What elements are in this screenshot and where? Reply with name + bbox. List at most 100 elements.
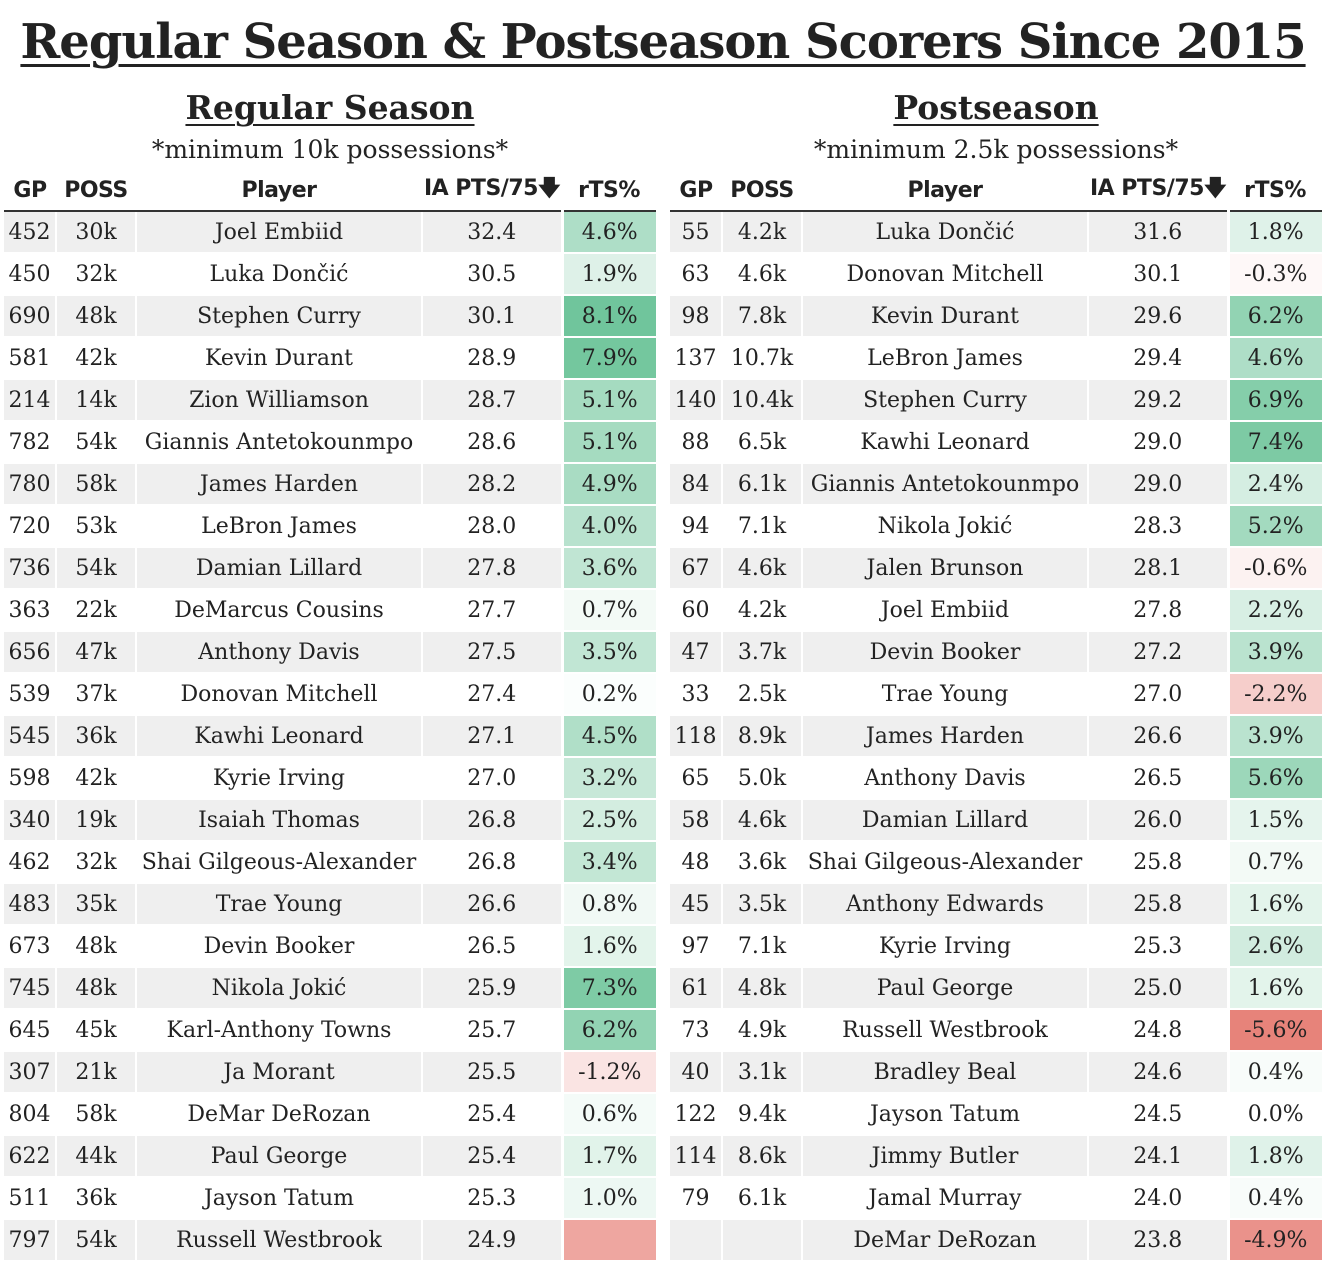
ia-pts-cell: 27.0 [1088,673,1229,716]
poss-cell: 44k [56,1135,137,1178]
postseason-panel: Postseason *minimum 2.5k possessions* GP… [670,86,1322,1262]
ia-pts-cell: 31.6 [1088,211,1229,254]
gp-cell: 780 [4,463,57,506]
table-row: 804 58k DeMar DeRozan 25.4 0.6% [4,1093,656,1136]
poss-cell: 4.2k [722,211,803,254]
poss-cell: 4.8k [722,967,803,1010]
ia-pts-cell: 24.1 [1088,1135,1229,1178]
table-row: 73 4.9k Russell Westbrook 24.8 -5.6% [670,1009,1322,1052]
gp-cell: 656 [4,631,57,674]
main-title: Regular Season & Postseason Scorers Sinc… [20,14,1306,70]
rts-cell: 3.4% [560,841,656,884]
player-cell: Kawhi Leonard [136,715,423,758]
rts-cell: 5.1% [560,379,656,422]
gp-cell: 45 [670,883,723,926]
rts-header[interactable]: rTS% [1228,170,1322,212]
player-cell: Paul George [136,1135,423,1178]
gp-cell: 137 [670,337,723,380]
table-row: 88 6.5k Kawhi Leonard 29.0 7.4% [670,421,1322,464]
poss-cell: 3.1k [722,1051,803,1094]
regular-season-rows: 452 30k Joel Embiid 32.4 4.6% 450 32k Luka Donč… [4,211,656,1262]
rts-cell: 6.2% [560,1009,656,1052]
gp-cell: 60 [670,589,723,632]
gp-cell: 673 [4,925,57,968]
gp-cell: 797 [4,1219,57,1262]
ia-pts-cell: 27.2 [1088,631,1229,674]
rts-cell: -0.6% [1226,547,1322,590]
gp-cell [670,1219,723,1262]
table-row: 48 3.6k Shai Gilgeous-Alexander 25.8 0.7% [670,841,1322,884]
player-cell: Joel Embiid [802,589,1089,632]
gp-header[interactable]: GP [670,170,722,212]
rts-cell: 0.7% [560,589,656,632]
gp-cell: 122 [670,1093,723,1136]
rts-cell: 4.5% [560,715,656,758]
rts-header[interactable]: rTS% [562,170,656,212]
ia-pts-cell: 29.4 [1088,337,1229,380]
table-row: 60 4.2k Joel Embiid 27.8 2.2% [670,589,1322,632]
table-row: 214 14k Zion Williamson 28.7 5.1% [4,379,656,422]
table-row: 94 7.1k Nikola Jokić 28.3 5.2% [670,505,1322,548]
player-cell: Jamal Murray [802,1177,1089,1220]
table-row: 118 8.9k James Harden 26.6 3.9% [670,715,1322,758]
gp-cell: 690 [4,295,57,338]
gp-cell: 720 [4,505,57,548]
player-cell: Devin Booker [802,631,1089,674]
rts-cell: 4.6% [1226,337,1322,380]
rts-cell: 1.9% [560,253,656,296]
gp-cell: 40 [670,1051,723,1094]
table-row: 673 48k Devin Booker 26.5 1.6% [4,925,656,968]
table-row: 63 4.6k Donovan Mitchell 30.1 -0.3% [670,253,1322,296]
poss-cell: 32k [56,841,137,884]
poss-cell: 48k [56,925,137,968]
table-row: 656 47k Anthony Davis 27.5 3.5% [4,631,656,674]
poss-cell: 3.5k [722,883,803,926]
ia-pts-cell: 25.8 [1088,841,1229,884]
table-row: 363 22k DeMarcus Cousins 27.7 0.7% [4,589,656,632]
gp-cell: 581 [4,337,57,380]
poss-cell: 54k [56,421,137,464]
rts-cell: 5.2% [1226,505,1322,548]
rts-cell: 7.9% [560,337,656,380]
table-row: 452 30k Joel Embiid 32.4 4.6% [4,211,656,254]
player-cell: DeMar DeRozan [136,1093,423,1136]
poss-cell: 8.6k [722,1135,803,1178]
player-cell: James Harden [136,463,423,506]
player-cell: Luka Dončić [136,253,423,296]
poss-cell: 3.7k [722,631,803,674]
rts-cell: -4.9% [1226,1219,1322,1262]
gp-header[interactable]: GP [4,170,56,212]
poss-cell: 4.6k [722,547,803,590]
poss-cell: 37k [56,673,137,716]
ia-pts-cell: 29.6 [1088,295,1229,338]
player-header[interactable]: Player [802,170,1088,212]
rts-cell: 2.5% [560,799,656,842]
rts-cell: 1.7% [560,1135,656,1178]
poss-header[interactable]: POSS [56,170,136,212]
ia-pts-header[interactable]: IA PTS/75🡇 [1088,170,1228,212]
poss-cell: 42k [56,757,137,800]
rts-cell: 1.6% [1226,967,1322,1010]
ia-pts-cell: 24.0 [1088,1177,1229,1220]
player-header[interactable]: Player [136,170,422,212]
player-cell: Kawhi Leonard [802,421,1089,464]
player-cell: Anthony Edwards [802,883,1089,926]
postseason-note: *minimum 2.5k possessions* [813,135,1179,164]
gp-cell: 782 [4,421,57,464]
poss-cell: 10.4k [722,379,803,422]
ia-pts-cell: 27.5 [422,631,563,674]
rts-cell: 3.6% [560,547,656,590]
gp-cell: 67 [670,547,723,590]
ia-pts-header[interactable]: IA PTS/75🡇 [422,170,562,212]
rts-cell: -0.3% [1226,253,1322,296]
poss-header[interactable]: POSS [722,170,802,212]
poss-cell: 7.8k [722,295,803,338]
postseason-table: GP POSS Player IA PTS/75🡇 rTS% 55 4.2k Luk… [670,170,1322,1262]
ia-pts-header-label: IA PTS/75 [423,176,539,201]
poss-cell: 8.9k [722,715,803,758]
poss-cell: 53k [56,505,137,548]
table-row: 745 48k Nikola Jokić 25.9 7.3% [4,967,656,1010]
postseason-title: Postseason [893,88,1099,127]
rts-cell: 4.0% [560,505,656,548]
player-cell: Kyrie Irving [136,757,423,800]
